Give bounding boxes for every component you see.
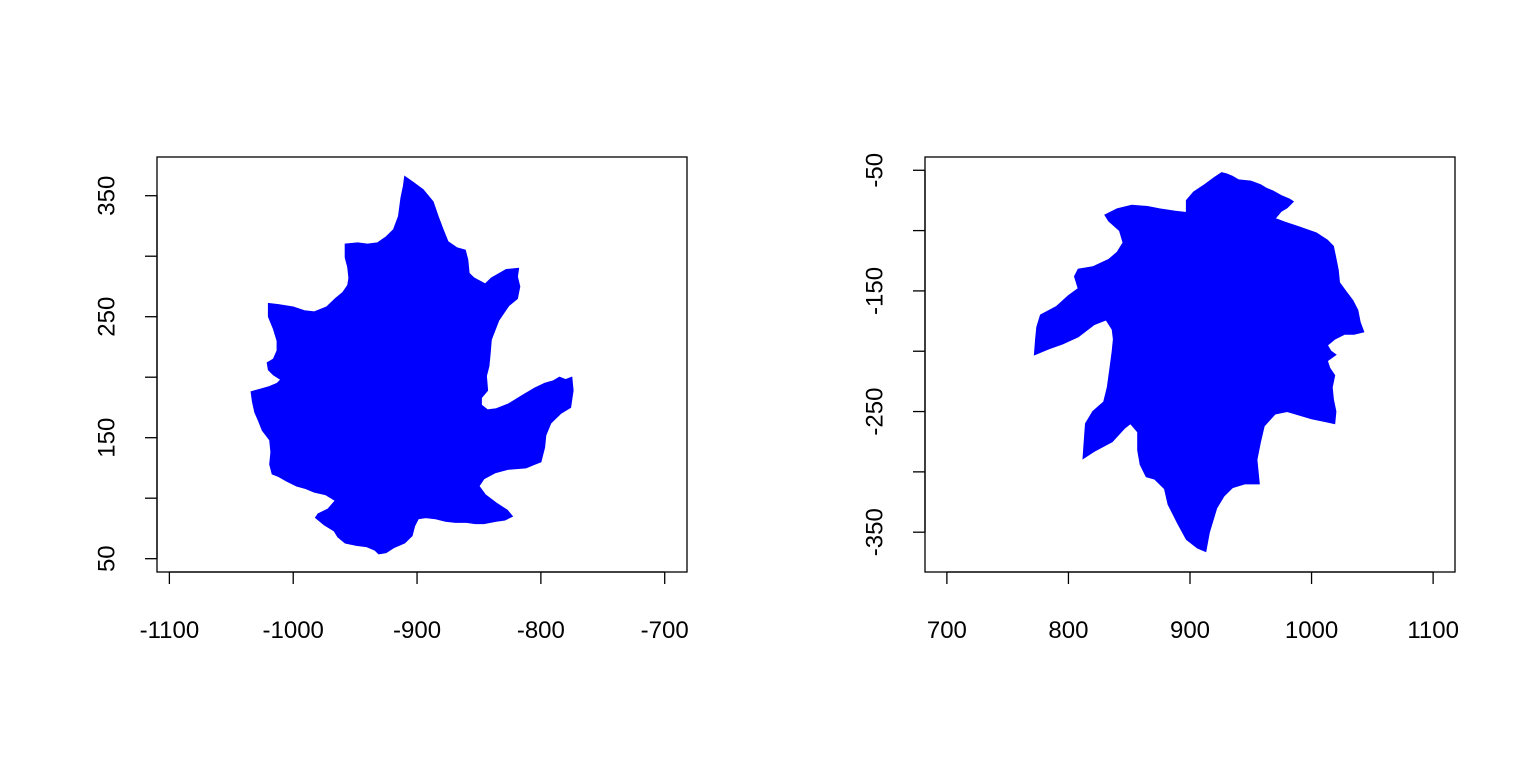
leaf-shape-left [250, 175, 574, 555]
leaf-shape-right [1033, 172, 1365, 553]
x-tick-label-right: 800 [1048, 617, 1088, 644]
x-tick-label-left: -700 [641, 617, 689, 644]
chart-panel-right: 700 800 900 1000 1100 -50 -150 -250 -350 [862, 153, 1459, 644]
x-tick-label-right: 700 [927, 617, 967, 644]
x-tick-label-left: -800 [517, 617, 565, 644]
y-tick-label-right: -250 [862, 388, 889, 436]
y-tick-label-left: 350 [94, 176, 121, 216]
x-tick-label-right: 1100 [1407, 617, 1459, 644]
y-tick-label-right: -150 [862, 267, 889, 315]
y-tick-label-left: 50 [94, 545, 121, 572]
chart-panel-left: -1100 -1000 -900 -800 -700 50 150 250 350 [94, 156, 689, 644]
x-tick-label-right: 1000 [1285, 617, 1338, 644]
x-tick-label-left: -1000 [263, 617, 324, 644]
y-tick-label-right: -50 [862, 153, 889, 188]
y-tick-label-right: -350 [862, 508, 889, 556]
y-tick-label-left: 150 [94, 418, 121, 458]
y-tick-label-left: 250 [94, 297, 121, 337]
x-tick-label-left: -900 [393, 617, 441, 644]
x-tick-label-right: 900 [1170, 617, 1210, 644]
x-tick-label-left: -1100 [140, 617, 200, 644]
